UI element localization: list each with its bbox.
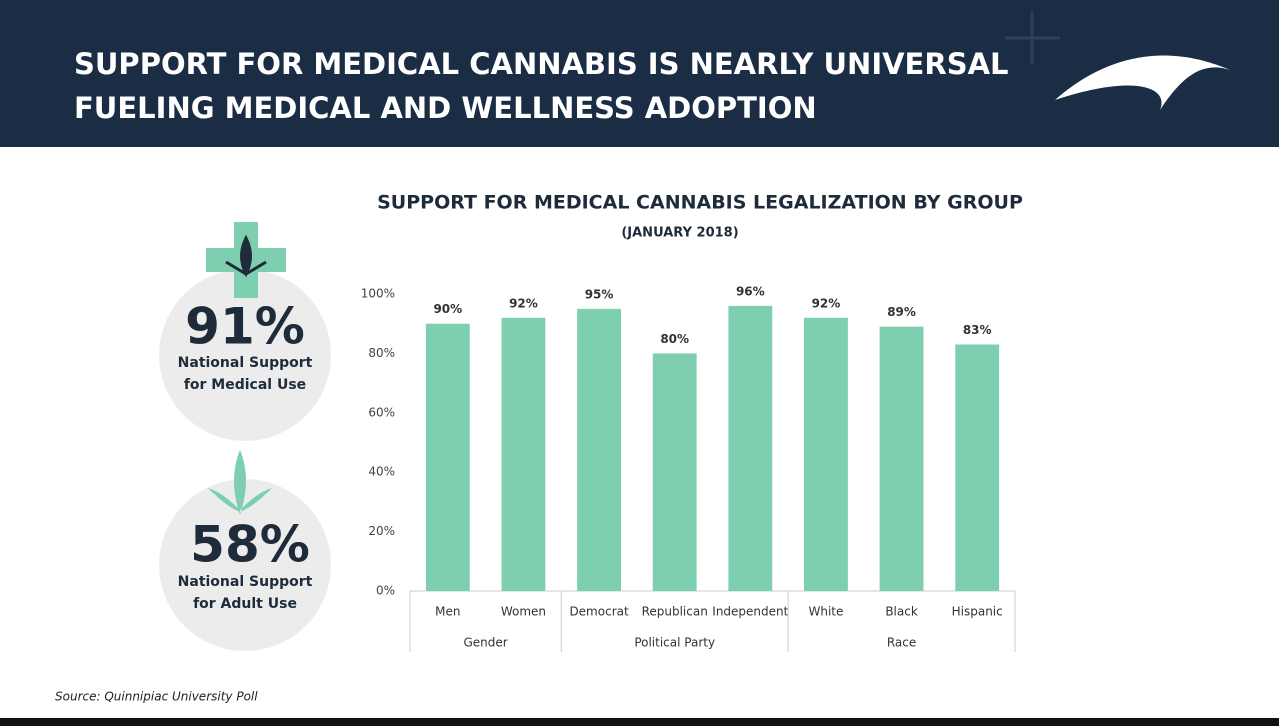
group-label: Gender (464, 636, 508, 650)
chart-subtitle: (JANUARY 2018) (621, 226, 738, 241)
leaf-icon (225, 234, 267, 278)
header-title: FUELING MEDICAL AND WELLNESS ADOPTION (74, 91, 817, 125)
y-tick-label: 20% (368, 524, 395, 538)
group-label: Race (887, 636, 916, 650)
y-tick-label: 40% (368, 465, 395, 479)
value-label: 92% (812, 296, 841, 310)
header-decor (1005, 12, 1060, 64)
y-tick-label: 60% (368, 405, 395, 419)
source-note: Source: Quinnipiac University Poll (55, 690, 258, 704)
value-label: 80% (660, 332, 689, 346)
group-label: Political Party (634, 636, 715, 650)
x-tick-label: Black (885, 605, 918, 619)
bar (879, 326, 924, 591)
value-label: 90% (433, 302, 462, 316)
bar (804, 317, 848, 591)
leaf-icon (208, 450, 272, 515)
bar (955, 344, 1000, 591)
bar (501, 317, 546, 591)
value-label: 92% (509, 296, 538, 310)
x-tick-label: Independent (712, 605, 788, 619)
stat-label: for Medical Use (184, 377, 306, 393)
bar (728, 305, 773, 591)
stat-label: National Support (178, 355, 313, 371)
bar (577, 308, 621, 591)
x-tick-label: Women (501, 605, 546, 619)
x-tick-label: Republican (642, 605, 708, 619)
value-label: 95% (585, 287, 614, 301)
stat-value: 91% (185, 298, 305, 356)
stat-circle (159, 479, 331, 651)
header-band (0, 0, 1279, 147)
value-label: 96% (736, 284, 765, 298)
bar (652, 353, 697, 591)
stat-value: 58% (190, 516, 310, 574)
x-tick-label: Hispanic (952, 605, 1003, 619)
x-tick-label: Democrat (569, 605, 629, 619)
logo (1055, 55, 1230, 110)
x-tick-label: Men (435, 605, 460, 619)
x-tick-label: White (808, 605, 843, 619)
y-tick-label: 80% (368, 346, 395, 360)
stat-label: for Adult Use (193, 596, 297, 612)
value-label: 83% (963, 323, 992, 337)
y-tick-label: 0% (376, 584, 395, 598)
value-label: 89% (887, 305, 916, 319)
chart-title: SUPPORT FOR MEDICAL CANNABIS LEGALIZATIO… (377, 192, 1023, 214)
y-tick-label: 100% (361, 287, 395, 301)
header-title: SUPPORT FOR MEDICAL CANNABIS IS NEARLY U… (74, 47, 1009, 81)
stat-label: National Support (178, 574, 313, 590)
footer-band (0, 718, 1279, 726)
stat-circle (159, 269, 331, 441)
bar (425, 323, 470, 591)
